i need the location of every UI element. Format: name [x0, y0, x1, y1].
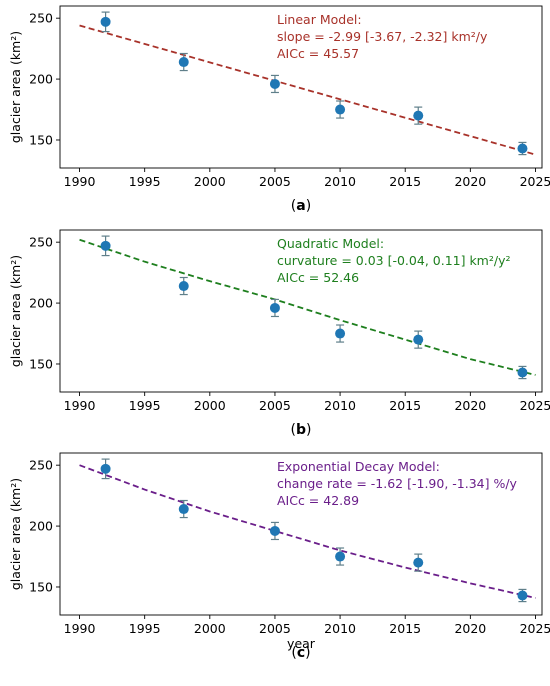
panel-label: (a) — [291, 198, 311, 214]
data-point — [413, 110, 424, 121]
data-point — [269, 302, 280, 313]
annotation-line: AICc = 45.57 — [277, 46, 359, 61]
x-tick-label: 2010 — [324, 174, 356, 189]
panel-b: 1990 1995 2000 2005 2010 2015 2020 2025 150 200 25… — [8, 229, 550, 438]
x-tick-label: 2020 — [454, 174, 486, 189]
annotation-line: change rate = -1.62 [-1.90, -1.34] %/y — [277, 476, 518, 491]
data-point — [178, 57, 189, 68]
x-tick-label: 1990 — [64, 398, 96, 413]
x-tick-label: 2025 — [520, 621, 550, 636]
x-tick-label: 1995 — [129, 174, 161, 189]
data-point — [517, 143, 528, 154]
data-point — [413, 557, 424, 568]
x-tick-label: 2020 — [454, 621, 486, 636]
x-tick-label: 2015 — [389, 398, 421, 413]
y-axis-label: glacier area (km²) — [8, 255, 23, 367]
panel-label: (c) — [291, 645, 310, 661]
fit-line-quadratic — [79, 238, 536, 376]
data-point — [178, 504, 189, 515]
data-point — [335, 104, 346, 115]
panel-label: (b) — [291, 422, 312, 438]
y-tick-label: 150 — [29, 132, 53, 147]
panel-c: 1990 1995 2000 2005 2010 2015 2020 2025 150 200 25… — [8, 452, 550, 661]
x-tick-label: 1990 — [64, 174, 96, 189]
annotation-line: AICc = 42.89 — [277, 493, 359, 508]
y-tick-label: 150 — [29, 579, 53, 594]
x-tick-label: 2010 — [324, 621, 356, 636]
x-tick-label: 2015 — [389, 174, 421, 189]
data-point — [269, 78, 280, 89]
data-point — [517, 590, 528, 601]
y-tick-label: 250 — [29, 11, 53, 26]
data-point — [335, 328, 346, 339]
y-tick-label: 200 — [29, 519, 53, 534]
annotation-line: curvature = 0.03 [-0.04, 0.11] km²/y² — [277, 253, 511, 268]
y-tick-label: 250 — [29, 458, 53, 473]
x-tick-label: 1995 — [129, 398, 161, 413]
data-point — [100, 16, 111, 27]
x-tick-label: 2010 — [324, 398, 356, 413]
x-tick-label: 2000 — [194, 398, 226, 413]
x-tick-label: 2005 — [259, 398, 291, 413]
annotation-line: AICc = 52.46 — [277, 270, 359, 285]
y-tick-label: 200 — [29, 296, 53, 311]
x-tick-label: 2000 — [194, 621, 226, 636]
data-point — [517, 367, 528, 378]
data-point — [178, 281, 189, 292]
x-tick-label: 2015 — [389, 621, 421, 636]
annotation-line: Quadratic Model: — [277, 236, 384, 251]
panel-a: 1990 1995 2000 2005 2010 2015 2020 2025 150 200 25… — [8, 5, 550, 214]
plot-frame — [59, 229, 543, 393]
plot-frame — [59, 452, 543, 616]
y-tick-label: 200 — [29, 72, 53, 87]
fit-line-linear — [79, 24, 536, 156]
y-tick-label: 150 — [29, 356, 53, 371]
annotation-line: Linear Model: — [277, 12, 362, 27]
fit-line-exponential — [79, 464, 536, 599]
data-point — [269, 525, 280, 536]
x-axis-label: year — [287, 636, 316, 651]
data-point — [100, 240, 111, 251]
x-tick-label: 2025 — [520, 174, 550, 189]
x-tick-label: 2025 — [520, 398, 550, 413]
y-tick-label: 250 — [29, 235, 53, 250]
x-tick-label: 2005 — [259, 174, 291, 189]
data-point — [100, 463, 111, 474]
x-tick-label: 2000 — [194, 174, 226, 189]
y-axis-label: glacier area (km²) — [8, 478, 23, 590]
plot-frame — [59, 5, 543, 169]
data-point — [335, 551, 346, 562]
annotation-line: Exponential Decay Model: — [277, 459, 440, 474]
y-axis-label: glacier area (km²) — [8, 31, 23, 143]
x-tick-label: 2005 — [259, 621, 291, 636]
x-tick-label: 1990 — [64, 621, 96, 636]
data-point — [413, 334, 424, 345]
x-tick-label: 1995 — [129, 621, 161, 636]
x-tick-label: 2020 — [454, 398, 486, 413]
annotation-line: slope = -2.99 [-3.67, -2.32] km²/y — [277, 29, 488, 44]
